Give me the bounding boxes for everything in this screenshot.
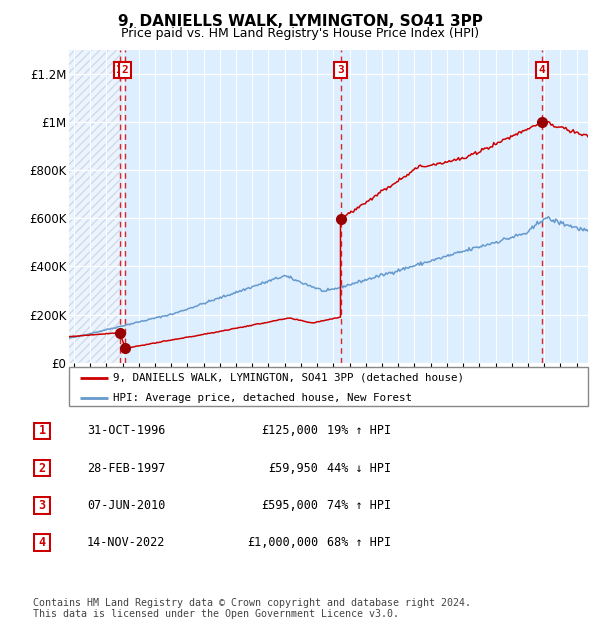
Text: 1: 1 bbox=[116, 65, 123, 75]
Text: 9, DANIELLS WALK, LYMINGTON, SO41 3PP: 9, DANIELLS WALK, LYMINGTON, SO41 3PP bbox=[118, 14, 482, 29]
Text: 4: 4 bbox=[539, 65, 545, 75]
Text: Contains HM Land Registry data © Crown copyright and database right 2024.: Contains HM Land Registry data © Crown c… bbox=[33, 598, 471, 608]
Text: 2: 2 bbox=[38, 462, 46, 474]
Text: 28-FEB-1997: 28-FEB-1997 bbox=[87, 462, 166, 474]
Bar bbox=[69, 50, 120, 363]
Text: Price paid vs. HM Land Registry's House Price Index (HPI): Price paid vs. HM Land Registry's House … bbox=[121, 27, 479, 40]
Text: HPI: Average price, detached house, New Forest: HPI: Average price, detached house, New … bbox=[113, 392, 412, 402]
Text: 1: 1 bbox=[38, 425, 46, 437]
Text: 31-OCT-1996: 31-OCT-1996 bbox=[87, 425, 166, 437]
Text: This data is licensed under the Open Government Licence v3.0.: This data is licensed under the Open Gov… bbox=[33, 609, 399, 619]
Text: 3: 3 bbox=[337, 65, 344, 75]
Text: 9, DANIELLS WALK, LYMINGTON, SO41 3PP (detached house): 9, DANIELLS WALK, LYMINGTON, SO41 3PP (d… bbox=[113, 373, 464, 383]
Text: £125,000: £125,000 bbox=[261, 425, 318, 437]
Text: 4: 4 bbox=[38, 536, 46, 549]
Text: 68% ↑ HPI: 68% ↑ HPI bbox=[327, 536, 391, 549]
Text: 3: 3 bbox=[38, 499, 46, 511]
Text: £59,950: £59,950 bbox=[268, 462, 318, 474]
Text: 19% ↑ HPI: 19% ↑ HPI bbox=[327, 425, 391, 437]
Text: £595,000: £595,000 bbox=[261, 499, 318, 511]
Text: 2: 2 bbox=[122, 65, 128, 75]
Text: 14-NOV-2022: 14-NOV-2022 bbox=[87, 536, 166, 549]
Text: 07-JUN-2010: 07-JUN-2010 bbox=[87, 499, 166, 511]
Text: 44% ↓ HPI: 44% ↓ HPI bbox=[327, 462, 391, 474]
Text: 74% ↑ HPI: 74% ↑ HPI bbox=[327, 499, 391, 511]
Text: £1,000,000: £1,000,000 bbox=[247, 536, 318, 549]
